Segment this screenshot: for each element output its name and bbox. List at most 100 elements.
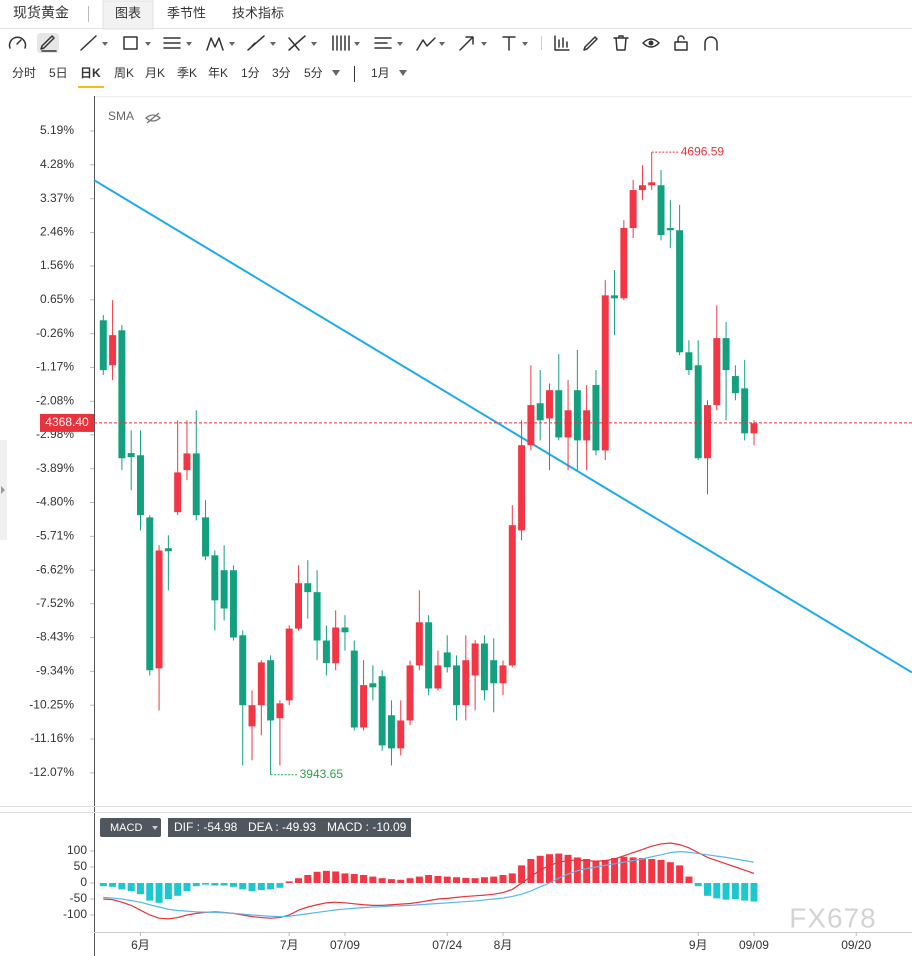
tool-icon[interactable] (554, 35, 570, 51)
indicator-dropdown[interactable] (100, 818, 161, 837)
candle-body (257, 662, 265, 706)
candle-body (592, 384, 600, 451)
side-panel-arrow[interactable] (1, 486, 5, 494)
instrument-title: 现货黄金 (13, 5, 69, 21)
visibility-icon[interactable] (145, 112, 161, 124)
period-option[interactable]: 5日 (49, 66, 68, 80)
tool-icon[interactable] (332, 35, 360, 51)
macd-bar (387, 879, 395, 883)
candle-body (397, 720, 405, 749)
candle-body (722, 338, 730, 371)
readout-box (168, 818, 411, 837)
macd-bar (192, 883, 200, 887)
candle-body (322, 640, 330, 664)
macd-bar (518, 865, 526, 883)
tool-icon[interactable] (288, 35, 317, 51)
candle-body (453, 665, 461, 706)
candle-body (406, 665, 414, 721)
macd-bar (220, 883, 228, 886)
y-tick-label: -1.17% (36, 360, 74, 374)
x-tick-label: 6月 (131, 938, 150, 952)
candle-body (267, 660, 275, 721)
macd-bar (202, 883, 210, 885)
macd-bar (620, 856, 628, 883)
macd-bar (545, 854, 553, 883)
candle-body (527, 405, 535, 446)
candle-body (155, 550, 163, 669)
candle-body (620, 228, 628, 299)
candle-body (387, 715, 395, 749)
macd-bar (313, 871, 321, 883)
period-option[interactable]: 周K (114, 66, 134, 80)
candle-body (369, 683, 377, 688)
tool-icon[interactable] (163, 37, 192, 49)
tool-icon[interactable] (374, 37, 403, 49)
macd-line (103, 851, 755, 918)
tool-icon[interactable] (502, 36, 528, 51)
period-option[interactable]: 月K (145, 66, 165, 80)
tool-icon[interactable] (583, 36, 598, 51)
candle-body (750, 423, 758, 434)
y-tick-label: -2.08% (36, 394, 74, 408)
dropdown-caret[interactable] (152, 826, 158, 830)
dropdown-caret[interactable] (332, 70, 340, 76)
tab[interactable]: 技术指标 (232, 5, 284, 20)
tool-icon[interactable] (704, 36, 718, 51)
period-option[interactable]: 季K (177, 66, 197, 80)
candle-body (415, 622, 423, 666)
candle-body (536, 403, 544, 421)
macd-bar (322, 870, 330, 883)
period-option[interactable]: 日K (80, 66, 101, 80)
tool-icon[interactable] (459, 36, 487, 51)
tool-icon[interactable] (206, 37, 235, 51)
macd-bar (499, 875, 507, 883)
period-option[interactable]: 年K (208, 66, 228, 80)
period-option[interactable]: 5分 (304, 66, 323, 80)
period-option[interactable]: 3分 (272, 66, 291, 80)
period-option[interactable]: 1分 (241, 66, 260, 80)
candle-body (285, 628, 293, 701)
macd-bar (332, 871, 340, 883)
macd-bar (360, 875, 368, 883)
candle-body (239, 635, 247, 706)
macd-bar (648, 859, 656, 883)
macd-bar (601, 859, 609, 883)
x-tick-label: 9月 (689, 938, 708, 952)
tool-icon[interactable] (674, 35, 688, 51)
tool-icon[interactable] (416, 37, 445, 51)
candle-body (685, 352, 693, 371)
macd-bar (704, 883, 711, 896)
period-option[interactable]: 分时 (12, 66, 36, 80)
candle-body (304, 583, 312, 593)
macd-bar (397, 879, 405, 883)
macd-bar (369, 876, 377, 883)
indicator-name[interactable]: MACD (110, 822, 142, 834)
macd-bar (666, 862, 674, 883)
active-tab[interactable] (102, 0, 154, 30)
range-selector[interactable]: 1月 (371, 66, 390, 80)
y-tick-label: 3.37% (40, 191, 74, 205)
candle-body (657, 185, 665, 236)
tool-icon[interactable] (80, 35, 108, 51)
tab[interactable]: 季节性 (167, 5, 206, 20)
macd-bar (564, 854, 572, 883)
candle-body (443, 652, 451, 668)
macd-bar (573, 857, 581, 883)
price-label-box (40, 413, 94, 432)
tool-icon[interactable] (8, 36, 27, 49)
tool-icon[interactable] (613, 35, 629, 51)
dropdown-caret[interactable] (399, 70, 407, 76)
candle-body (350, 650, 358, 728)
macd-bar (229, 883, 237, 887)
candle-body (229, 570, 237, 638)
tool-icon[interactable] (247, 35, 276, 51)
tool-icon[interactable] (642, 38, 660, 48)
y-tick-label: -9.34% (36, 664, 74, 678)
x-tick-label: 09/20 (841, 938, 871, 952)
tab[interactable]: 图表 (115, 5, 141, 20)
tool-icon[interactable] (40, 35, 57, 52)
candle-body (480, 643, 488, 691)
macd-bar (350, 874, 358, 883)
tool-icon[interactable] (123, 36, 151, 50)
